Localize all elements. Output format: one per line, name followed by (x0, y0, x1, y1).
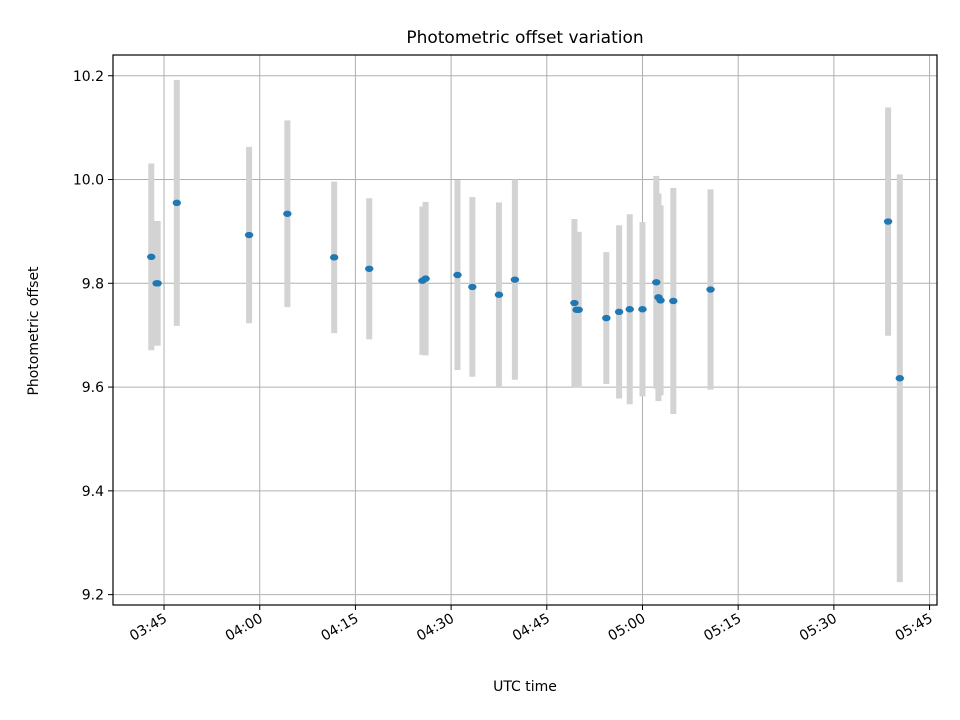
data-point (468, 283, 477, 291)
plot-area-frame (112, 54, 938, 606)
data-point (883, 218, 893, 225)
data-point (421, 275, 430, 282)
data-point (638, 306, 647, 313)
data-point (669, 297, 678, 305)
y-tick-label: 9.6 (82, 380, 104, 396)
chart-title: Photometric offset variation (406, 28, 643, 48)
x-axis-label: UTC time (493, 679, 557, 695)
data-point (625, 306, 634, 313)
data-point (895, 375, 904, 382)
y-tick-label: 10.2 (73, 69, 104, 85)
data-point (510, 276, 520, 283)
y-axis-label: Photometric offset (26, 266, 42, 396)
y-tick-label: 9.4 (82, 484, 104, 500)
data-point (656, 297, 665, 304)
data-point (365, 265, 374, 272)
data-point (706, 286, 715, 293)
data-point (147, 253, 156, 261)
y-axis-ticks: 9.2 9.4 9.6 9.8 10.0 10.2 (73, 69, 113, 604)
data-point (614, 308, 624, 316)
data-point (153, 280, 162, 287)
y-tick-label: 9.2 (82, 588, 104, 604)
data-point (244, 231, 254, 239)
data-point (329, 254, 339, 261)
data-point (283, 210, 292, 217)
y-tick-label: 10.0 (73, 173, 104, 189)
data-point (570, 299, 579, 307)
data-point (602, 314, 611, 322)
y-tick-label: 9.8 (82, 276, 104, 292)
data-point (453, 271, 462, 279)
data-point (652, 279, 661, 286)
data-point (494, 291, 504, 298)
data-point (172, 199, 181, 207)
data-point (574, 306, 583, 313)
data-points (147, 199, 904, 382)
